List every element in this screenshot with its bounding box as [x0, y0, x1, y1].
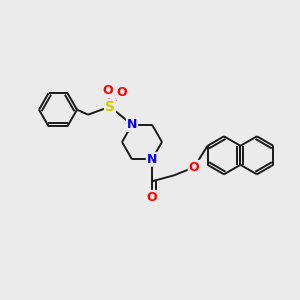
Text: O: O: [117, 86, 127, 99]
Text: O: O: [103, 84, 113, 97]
Text: N: N: [147, 153, 157, 166]
Text: N: N: [127, 118, 137, 131]
Text: S: S: [105, 100, 115, 114]
Text: O: O: [147, 191, 157, 204]
Text: O: O: [189, 161, 199, 174]
